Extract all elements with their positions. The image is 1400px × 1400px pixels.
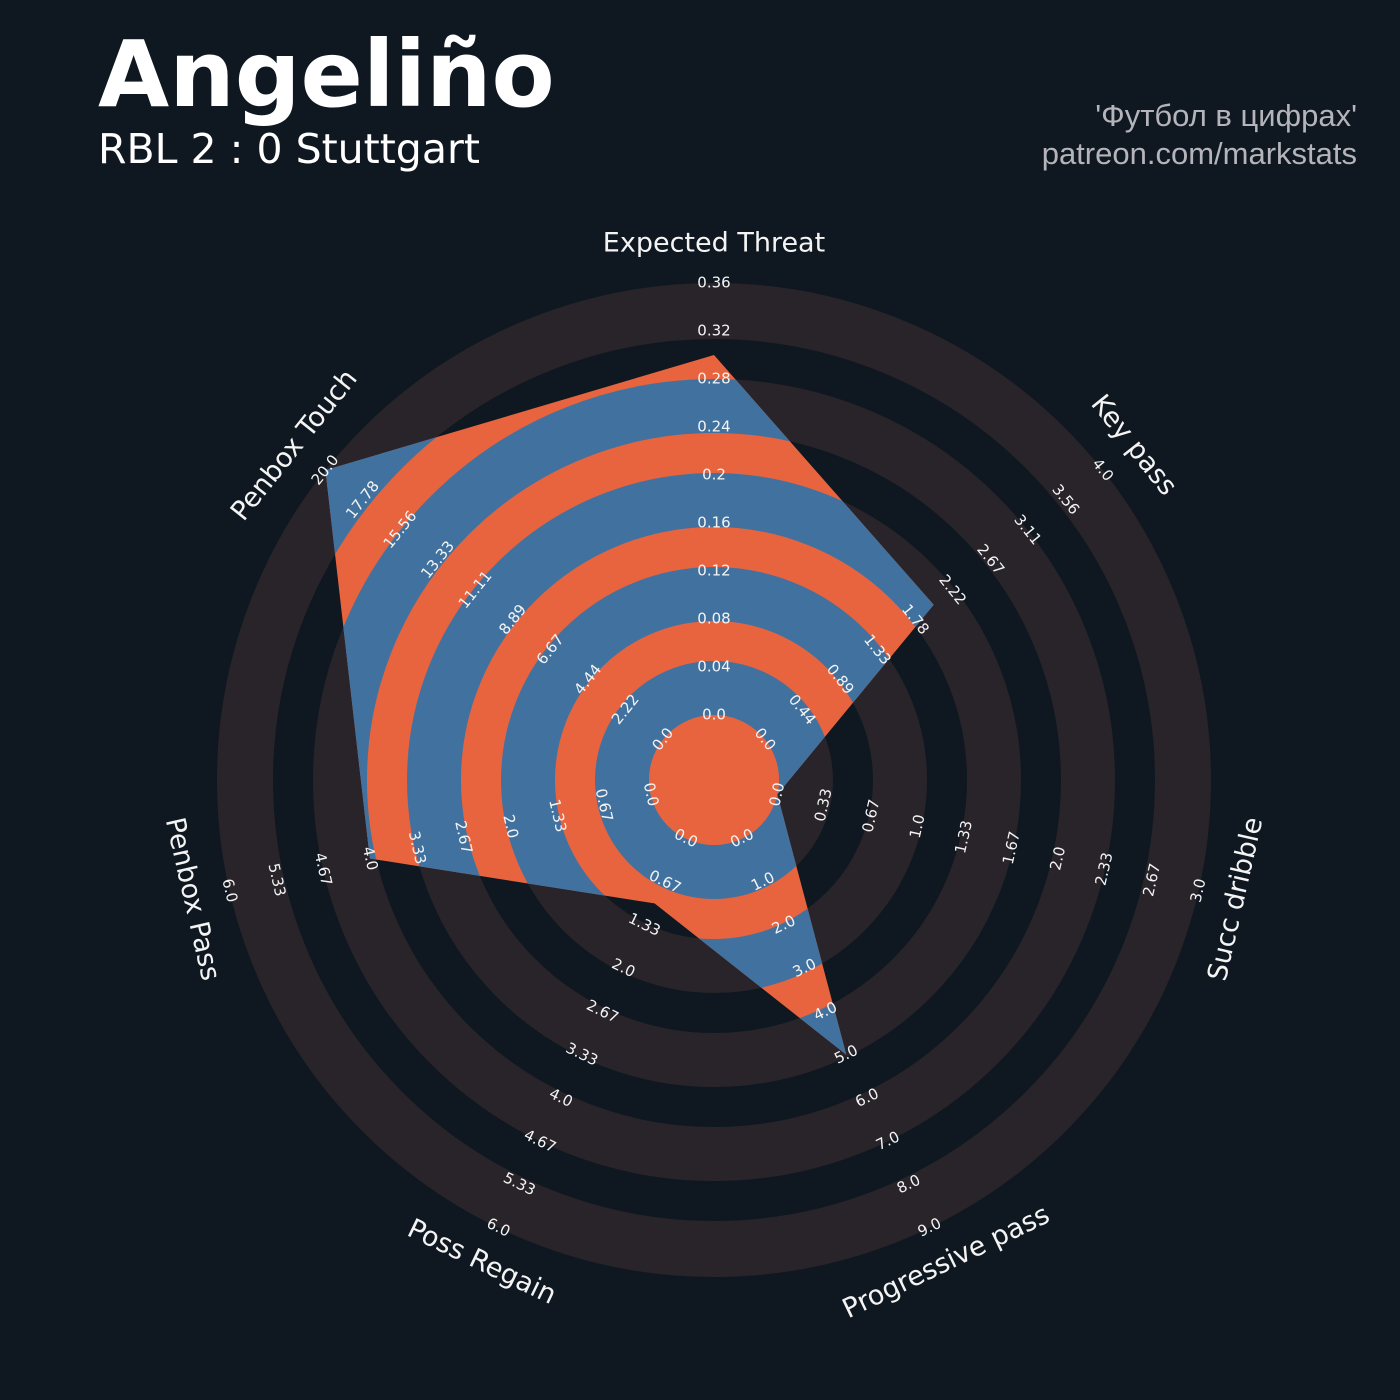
tick-label: 0.08: [697, 610, 730, 628]
tick-label: 0.16: [697, 514, 730, 532]
tick-label: 6.0: [219, 877, 242, 904]
tick-label: 4.0: [359, 845, 382, 872]
chart-title: Angeliño: [98, 21, 555, 128]
tick-label: 2.0: [499, 813, 522, 840]
tick-label: 0.0: [765, 781, 788, 808]
tick-label: 0.28: [697, 370, 730, 388]
credit: 'Футбол в цифрах': [1095, 98, 1357, 133]
tick-label: 0.32: [697, 322, 730, 340]
ring: [217, 283, 1211, 1277]
tick-label: 0.04: [697, 658, 730, 676]
band: [407, 473, 934, 1055]
tick-label: 0.2: [702, 466, 726, 484]
chart-subtitle: RBL 2 : 0 Stuttgart: [98, 125, 480, 173]
tick-label: 0.24: [697, 418, 730, 436]
tick-label: 0.12: [697, 562, 730, 580]
tick-label: 0.0: [640, 781, 663, 808]
param-label: Expected Threat: [603, 228, 825, 259]
tick-label: 2.0: [1046, 845, 1069, 872]
center-circle: [649, 715, 779, 845]
tick-label: 3.0: [1187, 877, 1210, 904]
tick-label: 0.0: [702, 706, 726, 724]
tick-label: 0.36: [697, 274, 730, 292]
tick-label: 1.0: [906, 813, 929, 840]
credit: patreon.com/markstats: [1042, 136, 1357, 171]
